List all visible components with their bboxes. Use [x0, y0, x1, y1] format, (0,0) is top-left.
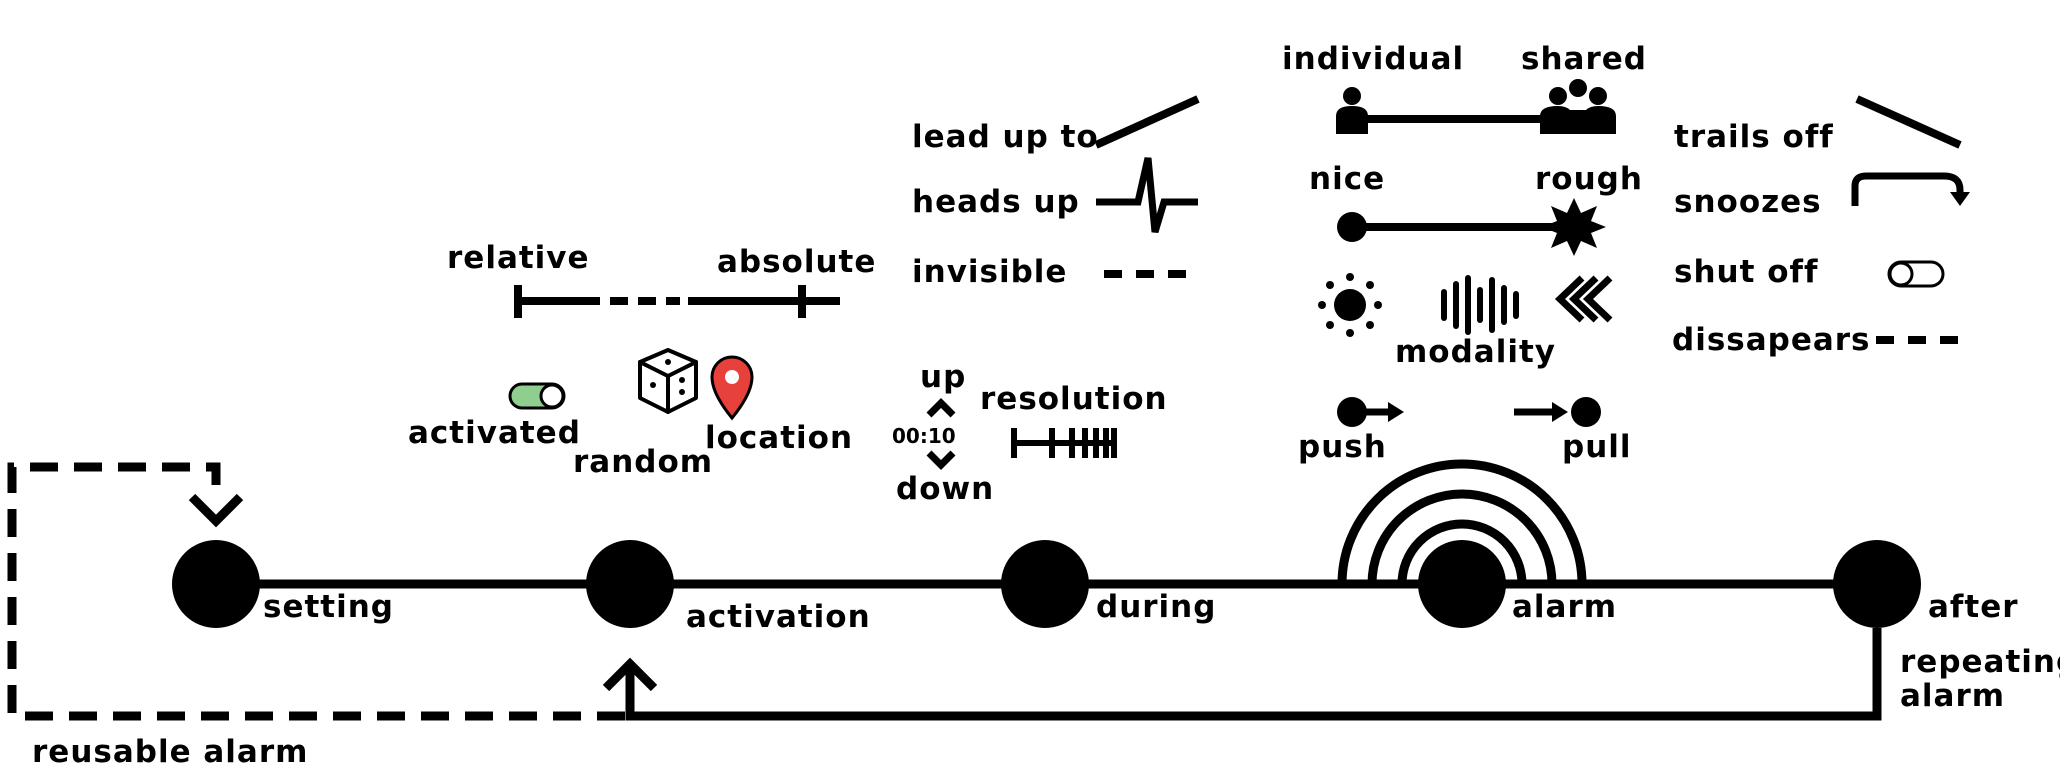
vibration-icon	[1554, 275, 1613, 323]
reusable-loop-arrowhead	[188, 493, 244, 528]
stage-label-during: during	[1096, 589, 1216, 625]
dice-icon	[638, 348, 698, 414]
lead-up-to-icon	[1094, 95, 1200, 149]
stage-label-activation: activation	[686, 599, 871, 635]
resolution-label: resolution	[980, 381, 1168, 417]
chevron-down-icon	[926, 450, 956, 470]
pull-icon	[1514, 397, 1601, 427]
down-label: down	[896, 471, 994, 507]
relative-absolute-scale-icon	[514, 285, 840, 318]
reusable-alarm-label: reusable alarm	[32, 734, 308, 770]
stage-label-alarm: alarm	[1512, 589, 1617, 625]
stage-label-setting: setting	[263, 589, 394, 625]
repeating-loop-arrowhead	[602, 657, 658, 692]
timer-readout: 00:10	[892, 424, 956, 448]
shared-group-icon	[1540, 79, 1616, 134]
sun-light-icon	[1318, 273, 1382, 337]
stage-node-setting	[172, 540, 260, 628]
individual-label: individual	[1282, 41, 1464, 77]
activated-toggle-icon	[508, 382, 566, 410]
stage-node-activation	[586, 540, 674, 628]
activated-label: activated	[408, 415, 581, 451]
nice-label: nice	[1309, 161, 1385, 197]
location-pin-icon	[710, 355, 754, 421]
relative-label: relative	[447, 240, 590, 276]
rough-label: rough	[1535, 161, 1643, 197]
shared-label: shared	[1521, 41, 1647, 77]
alarm-rings-icon	[1337, 459, 1587, 585]
reusable-loop-path	[7, 462, 625, 721]
push-label: push	[1298, 429, 1387, 465]
heads-up-label: heads up	[912, 184, 1080, 220]
repeating-loop-path	[625, 628, 1882, 721]
resolution-icon	[1011, 428, 1117, 458]
off-toggle-icon	[1887, 260, 1945, 288]
repeating-alarm-label-1: repeating	[1900, 644, 2060, 680]
heads-up-icon	[1096, 157, 1198, 234]
trails-off-icon	[1855, 95, 1962, 149]
chevron-up-icon	[926, 398, 956, 418]
trails-off-label: trails off	[1674, 119, 1834, 155]
stage-label-after: after	[1928, 589, 2019, 625]
individual-person-icon	[1336, 87, 1368, 134]
absolute-label: absolute	[717, 244, 876, 280]
modality-label: modality	[1395, 334, 1556, 370]
repeating-alarm-label-2: alarm	[1900, 678, 2005, 714]
snoozes-label: snoozes	[1674, 184, 1822, 220]
stage-node-after	[1833, 540, 1921, 628]
pull-label: pull	[1562, 429, 1632, 465]
rough-burst-icon	[1542, 198, 1606, 256]
push-icon	[1337, 397, 1404, 427]
stage-node-during	[1001, 540, 1089, 628]
random-label: random	[573, 444, 713, 480]
invisible-label: invisible	[912, 254, 1067, 290]
shut-off-label: shut off	[1674, 254, 1818, 290]
lead-up-to-label: lead up to	[912, 119, 1099, 155]
stage-node-alarm	[1418, 540, 1506, 628]
dissapears-label: dissapears	[1672, 322, 1871, 358]
up-label: up	[920, 359, 966, 395]
location-label: location	[705, 420, 853, 456]
sound-wave-icon	[1441, 275, 1519, 335]
snooze-arrow-icon	[1851, 172, 1970, 206]
